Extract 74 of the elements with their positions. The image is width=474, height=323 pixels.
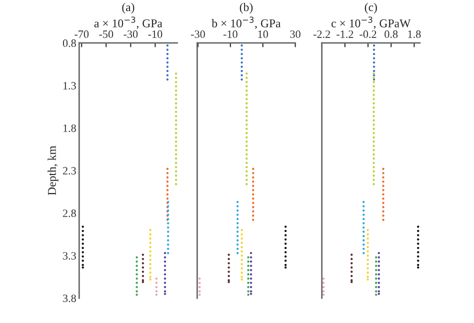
point: [164, 268, 166, 272]
point: [142, 266, 144, 269]
point: [164, 286, 166, 288]
chart-title: (c): [364, 2, 377, 14]
point: [372, 70, 376, 72]
point: [164, 277, 166, 280]
x-axis-title: b × 10$^{−3}$, GPa: [212, 16, 281, 30]
point: [236, 209, 239, 212]
point: [236, 226, 239, 229]
point: [372, 52, 376, 56]
x-tick-label: 30: [290, 30, 300, 38]
point: [236, 234, 239, 238]
x-tick-label: -10: [148, 30, 162, 38]
point: [174, 72, 178, 75]
point: [322, 286, 325, 288]
y-tick-label: 1.3: [63, 82, 76, 90]
x-tick-label: -50: [99, 30, 114, 38]
y-axis-title: Depth, km: [48, 146, 58, 196]
y-tick-label: 2.8: [62, 210, 76, 218]
point: [236, 243, 239, 246]
point: [166, 243, 170, 246]
point: [174, 80, 178, 84]
point: [284, 238, 287, 241]
point: [166, 252, 170, 254]
point: [284, 266, 287, 269]
x-tick-label: 10: [258, 30, 268, 38]
x-axis-title: c × 10$^{−3}$, GPaW: [332, 16, 411, 30]
point: [142, 258, 144, 260]
y-tick-label: 1.8: [63, 124, 76, 132]
x-tick-label: -10: [223, 30, 238, 38]
x-tick-label: 1.8: [408, 30, 421, 38]
chart-title: (a): [122, 2, 134, 14]
point: [166, 226, 170, 229]
chart-title: (b): [240, 2, 253, 14]
point: [155, 286, 158, 288]
point: [236, 200, 239, 204]
point: [166, 78, 169, 81]
point: [164, 252, 166, 254]
point: [284, 264, 287, 266]
point: [155, 277, 158, 280]
x-tick-label: -2.2: [313, 30, 330, 38]
point: [174, 89, 178, 92]
point: [166, 70, 169, 72]
point: [372, 44, 376, 47]
y-tick-label: 2.3: [62, 167, 76, 175]
point: [142, 274, 144, 278]
point: [372, 61, 376, 64]
y-tick-label: 0.8: [62, 39, 76, 47]
point: [142, 280, 144, 284]
point: [236, 218, 239, 220]
point: [164, 260, 166, 263]
point: [166, 52, 169, 56]
point: [250, 252, 252, 254]
point: [250, 260, 252, 263]
point: [250, 268, 252, 272]
x-tick-label: -30: [124, 30, 138, 38]
x-tick-label: -70: [74, 30, 89, 38]
y-tick-label: 3.3: [63, 252, 76, 260]
point: [166, 44, 169, 47]
x-axis-title: a × 10$^{−3}$, GPa: [94, 16, 162, 30]
point: [236, 252, 239, 254]
point: [284, 255, 287, 258]
x-tick-label: -0.2: [360, 30, 376, 38]
point: [322, 277, 325, 280]
point: [284, 246, 287, 250]
x-tick-label: 0.8: [384, 30, 398, 38]
point: [250, 277, 252, 280]
point: [166, 61, 169, 64]
point: [284, 230, 287, 232]
x-tick-label: -1.2: [336, 30, 354, 38]
x-tick-label: -30: [191, 30, 205, 38]
point: [250, 286, 252, 288]
y-tick-label: 3.8: [63, 294, 76, 302]
point: [166, 234, 170, 238]
